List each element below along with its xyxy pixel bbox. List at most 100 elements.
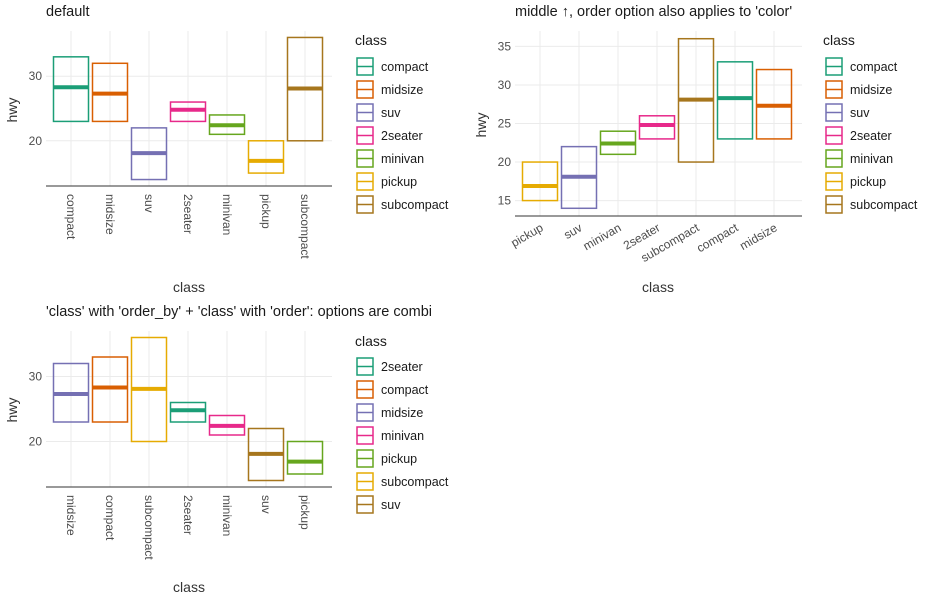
y-axis-title: hwy [473,113,489,138]
legend-label: subcompact [381,198,449,212]
legend-label: suv [850,106,870,120]
crossbar-subcompact [677,37,715,163]
y-tick-label: 35 [498,39,512,53]
x-tick-label: midsize [64,495,78,536]
crossbar-midsize [755,68,793,140]
legend-label: subcompact [850,198,918,212]
legend-item-suv: suv [825,103,870,122]
crossbar-box [286,440,324,475]
chart-title: middle ↑, order option also applies to '… [515,4,792,20]
crossbar-minivan [208,414,246,436]
crossbar-2seater [169,101,207,123]
legend-item-subcompact: subcompact [356,472,449,491]
legend-item-pickup: pickup [825,172,886,191]
legend-item-midsize: midsize [356,80,423,99]
legend-item-compact: compact [356,380,429,399]
axis-ticks: 20 30 midsize compact subcompact 2seater miniv… [29,370,332,560]
legend-label: pickup [381,452,417,466]
legend-title: class [823,32,855,48]
legend-item-suv: suv [356,495,401,514]
x-tick-label: suv [259,495,273,514]
y-tick-label: 20 [498,155,512,169]
chart-title: default [46,4,90,20]
legend-label: midsize [381,83,423,97]
legend-item-compact: compact [356,57,429,76]
chart-panel-default: default hwy class class 20 30 compact midsi… [4,4,449,295]
legend-label: compact [381,60,429,74]
x-tick-label: suv [561,220,584,241]
legend-item-pickup: pickup [356,172,417,191]
legend-label: compact [850,60,898,74]
legend-item-2seater: 2seater [825,126,892,145]
x-tick-label: midsize [103,194,117,235]
x-tick-label: suv [142,194,156,213]
y-tick-label: 15 [498,194,512,208]
y-tick-label: 30 [498,78,512,92]
y-tick-label: 20 [29,134,43,148]
crossbar-box [716,61,754,140]
legend: compact midsize suv 2seater minivan pickup sub… [356,57,449,214]
crossbar-subcompact [286,36,324,142]
legend-label: suv [381,106,401,120]
legend-item-2seater: 2seater [356,126,423,145]
x-tick-label: compact [103,495,117,541]
legend-item-midsize: midsize [356,403,423,422]
y-axis-title: hwy [4,98,20,123]
crossbar-minivan [208,114,246,136]
legend-label: minivan [381,429,424,443]
crossbar-box [638,115,676,140]
chart-panel-order-by-combined: 'class' with 'order_by' + 'class' with '… [4,304,449,595]
crossbar-midsize [91,62,129,123]
x-tick-label: minivan [220,194,234,235]
legend-label: minivan [381,152,424,166]
crossbar-compact [52,56,90,123]
legend-item-compact: compact [825,57,898,76]
y-tick-label: 25 [498,117,512,131]
legend-label: suv [381,498,401,512]
legend-label: pickup [850,175,886,189]
x-tick-label: minivan [581,220,624,253]
x-tick-label: compact [64,194,78,240]
legend: 2seater compact midsize minivan pickup subcom… [356,357,449,514]
crossbar-marks [521,37,793,210]
x-tick-label: pickup [508,220,545,250]
crossbar-suv [130,127,168,181]
legend-label: 2seater [381,129,423,143]
legend-label: subcompact [381,475,449,489]
x-tick-label: subcompact [142,495,156,560]
crossbar-2seater [638,115,676,140]
chart-title: 'class' with 'order_by' + 'class' with '… [46,304,432,320]
x-axis-title: class [173,279,205,295]
x-tick-label: minivan [220,495,234,536]
x-tick-label: pickup [259,194,273,229]
legend-item-subcompact: subcompact [356,195,449,214]
legend-label: 2seater [850,129,892,143]
crossbar-pickup [521,161,559,202]
crossbar-minivan [599,130,637,156]
crossbar-marks [52,36,324,181]
legend-item-minivan: minivan [356,426,424,445]
legend-label: 2seater [381,360,423,374]
crossbar-midsize [52,362,90,423]
legend-item-2seater: 2seater [356,357,423,376]
legend-title: class [355,32,387,48]
crossbar-box [247,140,285,174]
crossbar-suv [247,427,285,482]
x-axis-title: class [642,279,674,295]
legend-item-midsize: midsize [825,80,892,99]
legend-item-suv: suv [356,103,401,122]
x-axis-title: class [173,579,205,595]
legend-title: class [355,333,387,349]
crossbar-marks [52,336,324,482]
legend-item-subcompact: subcompact [825,195,918,214]
x-tick-label: midsize [737,220,780,253]
crossbar-2seater [169,401,207,423]
crossbar-pickup [247,140,285,174]
y-axis-title: hwy [4,398,20,423]
legend-label: minivan [850,152,893,166]
y-tick-label: 20 [29,435,43,449]
y-tick-label: 30 [29,69,43,83]
crossbar-box [521,161,559,202]
legend-item-minivan: minivan [356,149,424,168]
